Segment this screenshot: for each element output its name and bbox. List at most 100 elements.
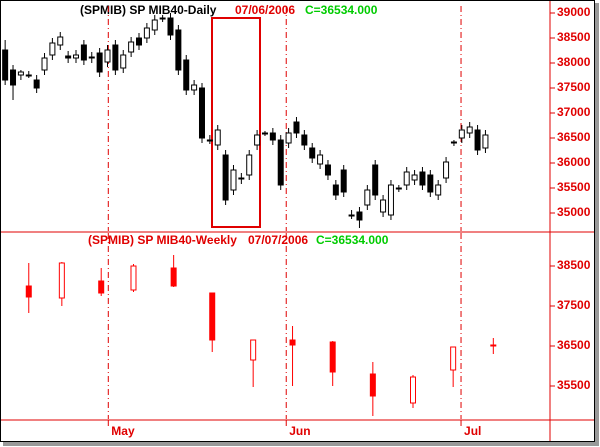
candle-body [206,139,213,142]
weekly-title: (SPMIB) SP MIB40-Weekly [88,233,237,247]
candle-body [293,121,300,134]
candle-body [230,169,237,191]
candle-body [324,164,331,176]
candle-body [159,17,166,20]
y-tick-label: 36500 [557,338,591,352]
candle-body [380,199,387,213]
candle-body [411,174,418,181]
candle-body [80,44,87,61]
weekly-close: C=36534.000 [316,233,389,247]
x-tick-label: May [111,424,135,438]
candle-body [167,17,174,36]
candle-body [410,376,416,404]
y-tick-label: 38500 [557,258,591,272]
candle-body [309,147,316,159]
candle-body [364,189,371,206]
candle-body [340,169,347,193]
candle-body [136,37,142,46]
x-tick-label: Jul [464,424,481,438]
candle-body [369,373,376,397]
candle-body [332,184,339,196]
y-tick-label: 35500 [557,180,591,194]
candle-body [151,19,158,31]
candle-body [269,132,276,141]
y-tick-label: 38000 [557,55,591,69]
candle-body [435,184,442,196]
candle-body [143,27,150,39]
candle-body [175,29,182,71]
daily-date: 07/06/2006 [235,3,295,17]
candle-body [25,285,32,298]
candle-body [317,154,324,165]
candle-body [17,71,24,76]
candle-body [57,36,64,46]
y-tick-label: 37500 [557,80,591,94]
candle-body [443,161,450,179]
candle-body [214,129,221,146]
candle-body [191,84,198,91]
candle-body [277,139,284,186]
candle-body [474,129,481,151]
candle-body [261,132,268,135]
x-tick-label: Jun [289,424,310,438]
candle-body [254,134,261,146]
candle-body [98,280,105,294]
y-tick-label: 35000 [557,205,591,219]
candle-body [482,134,489,149]
daily-close: C=36534.000 [305,3,378,17]
candle-body [49,42,56,56]
candle-body [356,211,363,221]
candle-body [33,79,40,89]
candle-body [128,41,135,53]
candle-body [41,57,48,71]
candle-body [170,267,177,287]
candle-body [2,49,9,81]
candle-body [466,126,473,134]
candle-body [198,87,205,139]
candle-body [372,164,379,196]
candle-body [130,265,137,291]
candle-body [10,69,17,86]
candle-body [104,49,111,63]
y-tick-label: 39000 [557,5,591,19]
candle-body [285,132,292,144]
candle-body [419,171,426,186]
y-tick-label: 37500 [557,298,591,312]
candle-body [112,44,119,71]
candle-body [183,59,190,91]
candle-body [387,184,394,216]
candle-body [329,341,336,373]
candle-body [289,339,296,346]
candle-body [427,174,434,193]
candle-body [246,154,253,176]
candle-body [238,177,245,180]
candle-body [222,154,229,201]
candle-body [96,52,103,73]
candle-body [301,134,308,146]
weekly-date: 07/07/2006 [248,233,308,247]
candle-body [120,54,127,69]
candle-body [73,54,80,59]
y-tick-label: 37000 [557,105,591,119]
candle-body [490,344,497,347]
candle-body [65,55,72,59]
candle-body [25,74,32,77]
candle-body [250,339,257,361]
candle-body [450,141,457,144]
candle-body [58,262,65,299]
candle-body [450,346,457,371]
candle-body [395,187,402,190]
highlight-box [211,17,261,228]
y-tick-label: 35500 [557,378,591,392]
candle-body [88,56,95,59]
candle-body [403,171,410,186]
y-tick-label: 36000 [557,155,591,169]
y-tick-label: 36500 [557,130,591,144]
candle-body [209,292,216,341]
daily-title: (SPMIB) SP MIB40-Daily [80,3,217,17]
y-tick-label: 38500 [557,30,591,44]
candle-body [458,129,465,139]
